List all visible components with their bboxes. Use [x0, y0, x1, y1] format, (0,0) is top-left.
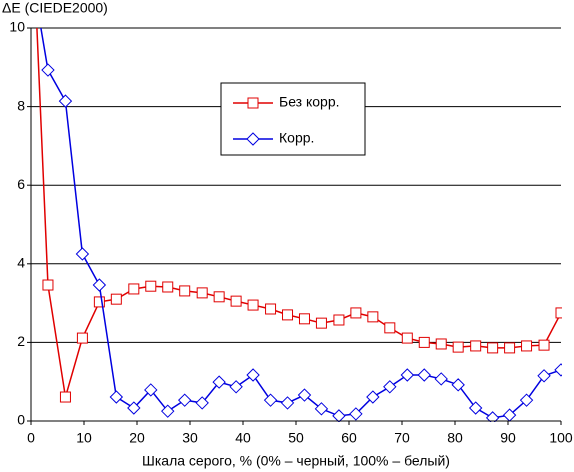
- legend-label: Без корр.: [279, 94, 340, 110]
- y-axis-label: ΔE (CIEDE2000): [2, 0, 108, 16]
- marker: [128, 283, 140, 295]
- x-axis-label: Шкала серого, % (0% – черный, 100% – бел…: [142, 453, 450, 469]
- y-tick-label: 6: [17, 176, 25, 192]
- marker: [42, 279, 54, 291]
- legend: Без корр. Корр.: [220, 82, 366, 156]
- marker: [263, 393, 278, 407]
- x-tick-label: 40: [235, 430, 251, 446]
- legend-label: Корр.: [279, 130, 314, 146]
- marker: [162, 281, 174, 293]
- y-tick-label: 4: [17, 255, 25, 271]
- marker: [41, 63, 55, 77]
- x-tick-label: 0: [27, 430, 35, 446]
- y-tick-label: 2: [17, 333, 25, 349]
- marker: [177, 393, 192, 407]
- marker: [434, 372, 448, 386]
- marker: [179, 285, 191, 297]
- marker: [452, 341, 464, 353]
- y-tick-label: 10: [9, 19, 25, 35]
- x-tick-label: 60: [341, 430, 357, 446]
- marker: [384, 322, 396, 334]
- marker: [195, 396, 209, 410]
- marker: [383, 380, 397, 394]
- marker: [92, 278, 107, 292]
- marker: [417, 368, 431, 382]
- x-tick-label: 10: [76, 430, 92, 446]
- x-tick-label: 100: [549, 430, 573, 446]
- legend-box: [220, 82, 366, 156]
- marker: [349, 407, 363, 421]
- marker: [315, 317, 327, 329]
- marker: [435, 338, 447, 350]
- marker: [333, 314, 345, 326]
- marker: [246, 368, 260, 382]
- marker: [470, 340, 482, 352]
- marker: [247, 299, 259, 311]
- marker: [265, 303, 277, 315]
- marker: [519, 393, 534, 407]
- marker: [109, 390, 124, 404]
- marker: [555, 307, 562, 319]
- legend-marker: [246, 132, 260, 146]
- marker: [538, 339, 550, 351]
- marker: [521, 340, 533, 352]
- marker: [297, 388, 312, 402]
- legend-marker: [247, 97, 259, 109]
- marker: [401, 332, 413, 344]
- x-tick-label: 80: [447, 430, 463, 446]
- x-tick-label: 30: [182, 430, 198, 446]
- marker: [350, 307, 362, 319]
- marker: [451, 378, 465, 392]
- marker: [314, 402, 329, 416]
- marker: [59, 391, 71, 403]
- marker: [196, 287, 208, 299]
- marker: [110, 293, 122, 305]
- x-tick-label: 90: [500, 430, 516, 446]
- marker: [332, 409, 346, 422]
- marker: [282, 309, 294, 321]
- plot-area: [36, 28, 562, 422]
- marker: [554, 363, 562, 377]
- series-line: [40, 28, 562, 419]
- marker: [537, 369, 551, 383]
- marker: [161, 404, 175, 418]
- marker: [485, 411, 500, 422]
- marker: [280, 396, 295, 410]
- series-line: [36, 28, 562, 398]
- marker: [76, 332, 88, 344]
- marker: [127, 401, 141, 415]
- marker: [75, 247, 90, 261]
- y-tick-label: 0: [17, 412, 25, 428]
- marker: [487, 342, 499, 354]
- y-tick-label: 8: [17, 97, 25, 113]
- marker: [298, 313, 310, 325]
- marker: [367, 311, 379, 323]
- marker: [504, 342, 516, 354]
- marker: [93, 296, 105, 308]
- x-tick-label: 20: [129, 430, 145, 446]
- marker: [230, 295, 242, 307]
- marker: [145, 280, 157, 292]
- marker: [213, 291, 225, 303]
- marker: [468, 401, 483, 415]
- x-tick-label: 70: [394, 430, 410, 446]
- marker: [229, 380, 243, 394]
- marker: [366, 390, 380, 404]
- marker: [418, 336, 430, 348]
- axes: [30, 28, 561, 422]
- marker: [212, 375, 226, 389]
- marker: [144, 383, 158, 397]
- marker: [400, 368, 415, 382]
- marker: [58, 94, 73, 108]
- x-tick-label: 50: [288, 430, 304, 446]
